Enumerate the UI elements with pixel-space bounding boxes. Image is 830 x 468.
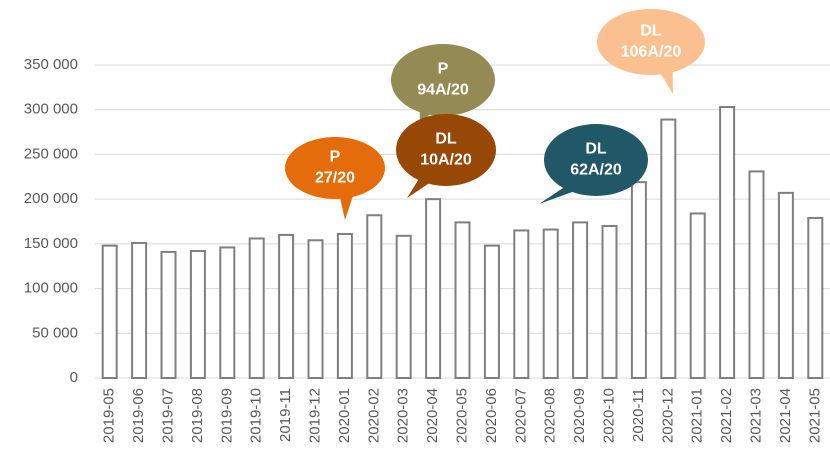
callout-bubble xyxy=(544,124,648,196)
bar xyxy=(454,221,471,379)
y-tick-label: 100 000 xyxy=(24,280,78,297)
x-tick-label: 2020-11 xyxy=(630,388,647,442)
callout-text: DL xyxy=(435,131,457,148)
x-tick-label: 2020-08 xyxy=(542,388,559,443)
bar xyxy=(395,234,412,379)
x-tick-label: 2020-12 xyxy=(659,388,676,443)
x-tick-label: 2020-05 xyxy=(453,388,470,443)
callout-text: 27/20 xyxy=(315,170,355,187)
x-tick-label: 2019-08 xyxy=(189,388,206,443)
bar xyxy=(219,246,236,379)
x-tick-label: 2021-02 xyxy=(718,388,735,443)
callout: DL 62A/20 xyxy=(539,124,648,204)
y-tick-label: 50 000 xyxy=(32,324,78,341)
bar xyxy=(777,191,794,379)
bar xyxy=(630,181,647,379)
bar xyxy=(425,198,442,379)
x-tick-label: 2019-07 xyxy=(159,388,176,443)
bar xyxy=(131,241,148,379)
x-tick-label: 2019-10 xyxy=(248,388,265,443)
callout-text: P xyxy=(330,149,341,166)
x-tick-label: 2019-09 xyxy=(218,388,235,443)
callout-bubble xyxy=(597,9,705,75)
bar xyxy=(278,233,295,379)
callout-text: 94A/20 xyxy=(417,82,469,99)
callout: P 94A/20 xyxy=(391,44,495,125)
bar xyxy=(336,233,353,379)
bar xyxy=(483,244,500,379)
callout-bubble xyxy=(285,137,385,199)
x-tick-label: 2019-12 xyxy=(306,388,323,443)
x-tick-label: 2020-04 xyxy=(424,388,441,443)
bar xyxy=(660,118,677,380)
bar xyxy=(542,228,559,379)
bar xyxy=(719,106,736,379)
x-tick-label: 2020-02 xyxy=(365,388,382,443)
bar xyxy=(689,212,706,379)
y-tick-label: 200 000 xyxy=(24,190,78,207)
x-tick-label: 2021-03 xyxy=(747,388,764,443)
bar xyxy=(601,224,618,379)
x-tick-label: 2020-06 xyxy=(483,388,500,443)
callout-text: 106A/20 xyxy=(621,44,682,61)
callout: DL 106A/20 xyxy=(597,9,705,94)
x-tick-label: 2021-01 xyxy=(689,388,706,443)
bar xyxy=(366,214,383,379)
bar xyxy=(572,221,589,379)
y-tick-label: 0 xyxy=(70,369,78,386)
x-tick-label: 2020-09 xyxy=(571,388,588,443)
y-tick-label: 150 000 xyxy=(24,235,78,252)
callout: DL 10A/20 xyxy=(396,114,496,198)
x-tick-label: 2021-04 xyxy=(777,388,794,443)
bar xyxy=(160,250,177,379)
x-tick-label: 2019-11 xyxy=(277,388,294,442)
bar xyxy=(101,244,118,379)
callout-bubble xyxy=(396,114,496,186)
callout-text: 62A/20 xyxy=(570,162,622,179)
y-tick-label: 350 000 xyxy=(24,56,78,73)
callout: P 27/20 xyxy=(285,137,385,220)
bar xyxy=(807,216,824,379)
bar xyxy=(748,170,765,379)
callout-text: 10A/20 xyxy=(420,152,472,169)
x-tick-label: 2020-07 xyxy=(512,388,529,443)
y-tick-label: 250 000 xyxy=(24,145,78,162)
bar xyxy=(248,237,265,379)
callout-text: P xyxy=(438,61,449,78)
x-tick-label: 2019-05 xyxy=(101,388,118,443)
x-tick-label: 2020-03 xyxy=(395,388,412,443)
callout-text: DL xyxy=(640,23,662,40)
bar xyxy=(513,229,530,379)
y-tick-label: 300 000 xyxy=(24,101,78,118)
callout-text: DL xyxy=(585,141,607,158)
x-tick-label: 2019-06 xyxy=(130,388,147,443)
x-tick-label: 2020-10 xyxy=(600,388,617,443)
callout-bubble xyxy=(391,44,495,116)
x-tick-label: 2020-01 xyxy=(336,388,353,443)
x-tick-label: 2021-05 xyxy=(806,388,823,443)
bar xyxy=(307,239,324,379)
bar xyxy=(189,250,206,379)
